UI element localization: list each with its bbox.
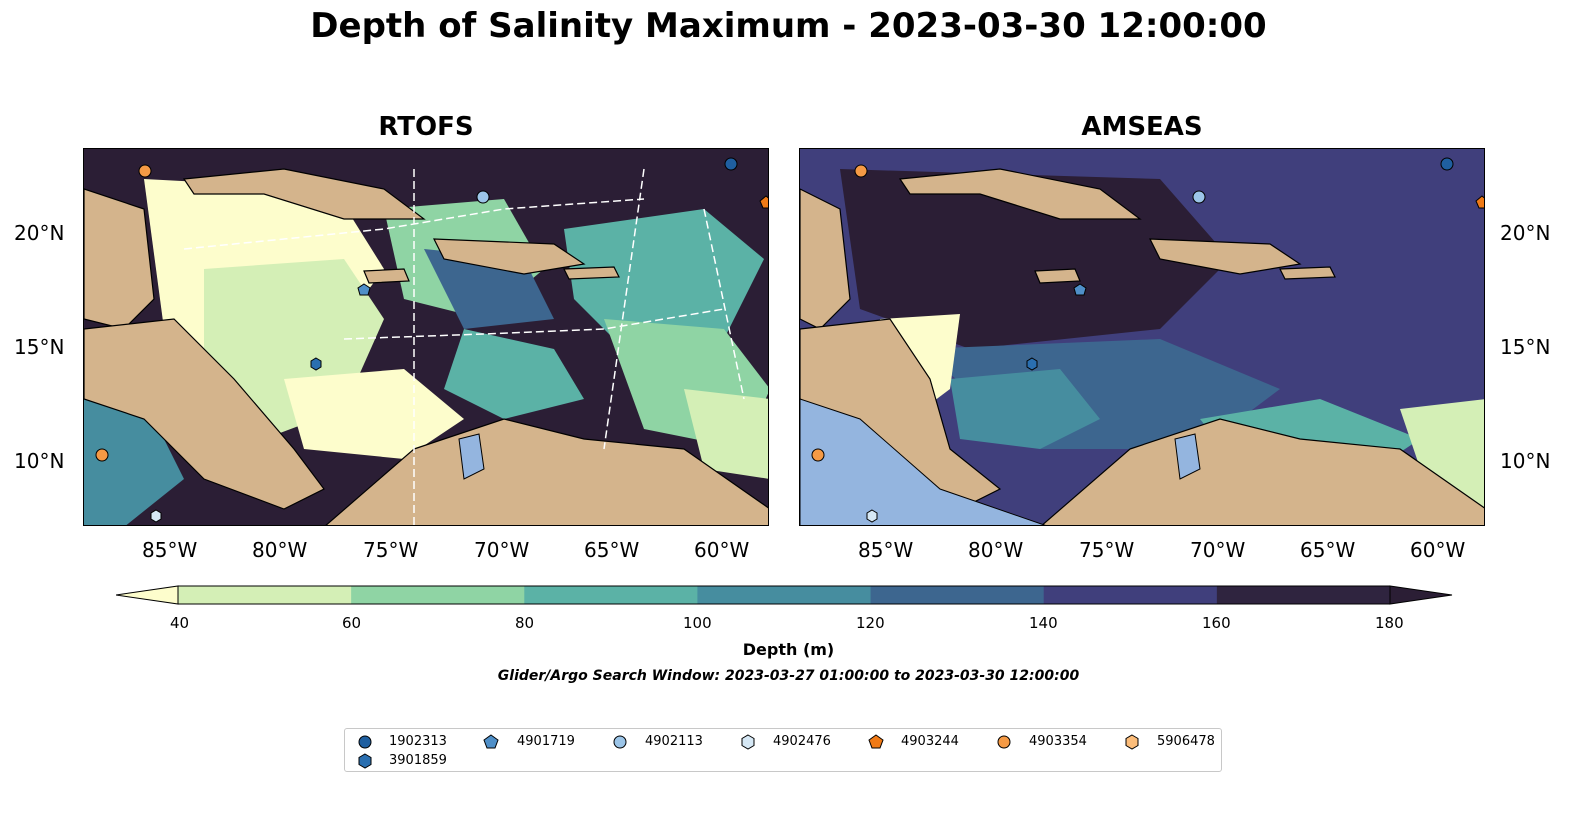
x-tick-label: 70°W xyxy=(1190,538,1246,562)
y-tick-label: 10°N xyxy=(1500,449,1551,473)
colorbar-tick-label: 100 xyxy=(683,614,712,632)
legend-label: 4903354 xyxy=(1029,734,1087,749)
colorbar-label: Depth (m) xyxy=(742,640,835,659)
legend-marker xyxy=(868,734,884,749)
legend-marker xyxy=(358,735,372,749)
colorbar-bin xyxy=(351,586,525,604)
y-tick-label: 15°N xyxy=(14,335,65,359)
colorbar-tick-label: 120 xyxy=(856,614,885,632)
legend-marker xyxy=(358,753,372,769)
legend-label: 4901719 xyxy=(517,734,575,749)
amseas-map xyxy=(799,148,1485,526)
y-tick-label: 10°N xyxy=(14,449,65,473)
colorbar-extend-high xyxy=(1389,585,1453,605)
legend-label: 1902313 xyxy=(389,734,447,749)
colorbar-tick-label: 180 xyxy=(1375,614,1404,632)
colorbar-tick-label: 80 xyxy=(515,614,535,632)
colorbar-extend-low xyxy=(116,585,179,605)
legend-marker xyxy=(613,735,627,749)
legend-label: 4902476 xyxy=(773,734,831,749)
rtofs-map xyxy=(83,148,769,526)
legend-marker xyxy=(483,734,499,749)
search-window-note: Glider/Argo Search Window: 2023-03-27 01… xyxy=(497,668,1080,684)
colorbar-bin xyxy=(524,586,698,604)
x-tick-label: 80°W xyxy=(968,538,1024,562)
legend-label: 4902113 xyxy=(645,734,703,749)
x-tick-label: 65°W xyxy=(584,538,640,562)
y-tick-label: 15°N xyxy=(1500,335,1551,359)
x-tick-label: 85°W xyxy=(142,538,198,562)
figure-title: Depth of Salinity Maximum - 2023-03-30 1… xyxy=(310,6,1267,46)
colorbar-tick-label: 40 xyxy=(170,614,190,632)
legend-label: 4903244 xyxy=(901,734,959,749)
colorbar-tick-label: 60 xyxy=(342,614,362,632)
legend-marker xyxy=(741,734,755,750)
legend-label: 3901859 xyxy=(389,753,447,768)
colorbar-tick-label: 140 xyxy=(1029,614,1058,632)
x-tick-label: 75°W xyxy=(363,538,419,562)
x-tick-label: 80°W xyxy=(252,538,308,562)
colorbar-bin xyxy=(178,586,352,604)
x-tick-label: 85°W xyxy=(858,538,914,562)
legend-marker xyxy=(1125,734,1139,750)
panel-title-rtofs: RTOFS xyxy=(378,112,474,142)
legend: 1902313 4901719 4902113 4902476 4903244 … xyxy=(344,728,1222,772)
y-tick-label: 20°N xyxy=(14,221,65,245)
colorbar-bin xyxy=(1043,586,1218,604)
legend-marker xyxy=(997,735,1011,749)
x-tick-label: 60°W xyxy=(1410,538,1466,562)
colorbar-tick-label: 160 xyxy=(1202,614,1231,632)
colorbar-bin xyxy=(697,586,872,604)
x-tick-label: 65°W xyxy=(1300,538,1356,562)
colorbar xyxy=(116,585,1453,605)
colorbar-bin xyxy=(1216,586,1391,604)
y-tick-label: 20°N xyxy=(1500,221,1551,245)
x-tick-label: 75°W xyxy=(1079,538,1135,562)
panel-title-amseas: AMSEAS xyxy=(1081,112,1203,142)
legend-label: 5906478 xyxy=(1157,734,1215,749)
x-tick-label: 60°W xyxy=(694,538,750,562)
x-tick-label: 70°W xyxy=(474,538,530,562)
colorbar-bin xyxy=(870,586,1045,604)
